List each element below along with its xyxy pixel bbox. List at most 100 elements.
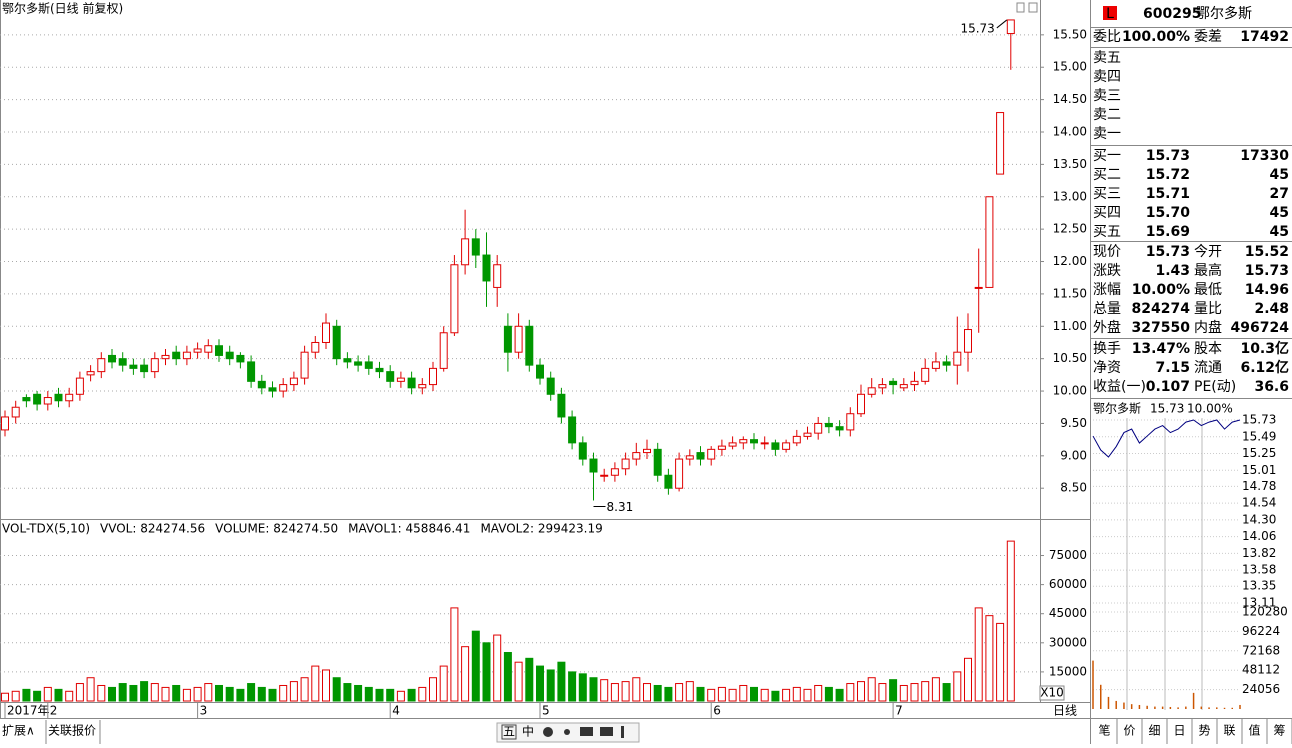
intraday-change: 10.00% — [1187, 402, 1233, 416]
quote-cell: 净资 — [1093, 360, 1121, 376]
quote-cell: 15.52 — [1245, 244, 1289, 260]
candle-body — [867, 387, 876, 395]
volume-bar — [172, 684, 181, 702]
y-tick-label: 60000 — [1049, 577, 1087, 591]
y-tick-label: 30000 — [1049, 635, 1087, 649]
sell-label: 卖二 — [1093, 107, 1121, 123]
y-tick-label: 15.50 — [1053, 27, 1087, 41]
quote-cell: 最低 — [1194, 282, 1222, 298]
buy-label: 买二 — [1093, 167, 1121, 183]
side-tab[interactable]: 势 — [1198, 724, 1210, 738]
max-pointer — [996, 19, 1008, 29]
volume-bar — [610, 683, 619, 702]
volume-legend: VOLUME: 824274.50 — [215, 522, 338, 536]
candle-body — [289, 377, 298, 386]
volume-bar — [867, 677, 876, 702]
volume-bar — [514, 661, 523, 702]
side-tab[interactable]: 筹 — [1273, 724, 1285, 738]
side-tab[interactable]: 价 — [1123, 724, 1135, 738]
side-tab[interactable]: 日 — [1173, 724, 1185, 738]
candle-body — [418, 384, 427, 389]
volume-bar — [311, 665, 320, 702]
side-tab[interactable]: 细 — [1148, 724, 1160, 738]
candle-body — [931, 361, 940, 369]
candle-body — [1006, 19, 1015, 35]
volume-bar — [33, 690, 42, 702]
volume-bar — [985, 615, 994, 702]
quote-cell: 收益(一) — [1093, 379, 1146, 395]
volume-bar — [664, 686, 673, 702]
volume-bar — [653, 684, 662, 702]
quote-cell: PE(动) — [1194, 379, 1236, 395]
candle-body — [653, 448, 662, 476]
tool-button[interactable]: 中 — [522, 724, 534, 739]
y-tick-label: 14.30 — [1242, 512, 1276, 526]
y-tick-label: 72168 — [1242, 643, 1280, 657]
volume-bar — [108, 686, 116, 702]
volume-multiplier: X10 — [1040, 686, 1064, 700]
quote-cell: 换手 — [1093, 340, 1121, 357]
quote-cell: 0.107 — [1146, 379, 1190, 395]
candle-body — [514, 325, 523, 353]
candle-body — [375, 367, 384, 373]
buy-price: 15.71 — [1146, 186, 1190, 202]
y-tick-label: 12.00 — [1053, 254, 1087, 268]
quote-cell: 100.00% — [1122, 29, 1190, 45]
volume-bar — [450, 607, 459, 702]
volume-bar — [364, 686, 373, 702]
candle-body — [332, 325, 341, 360]
footer-tab[interactable]: 扩展∧ — [2, 724, 35, 738]
intraday-price: 15.73 — [1150, 402, 1184, 416]
volume-bar — [54, 688, 63, 702]
candle-body — [942, 361, 951, 366]
side-tab[interactable]: 笔 — [1098, 723, 1110, 738]
buy-label: 买五 — [1093, 224, 1121, 240]
quote-cell: 824274 — [1132, 301, 1191, 317]
volume-bar — [482, 642, 491, 702]
candle-body — [407, 377, 416, 389]
quote-cell: 内盘 — [1194, 319, 1222, 336]
buy-volume: 27 — [1270, 186, 1289, 202]
volume-bar — [225, 686, 234, 702]
candle-body — [985, 196, 994, 288]
volume-bar — [760, 688, 769, 702]
y-tick-label: 14.78 — [1242, 479, 1276, 493]
stock-name: 鄂尔多斯 — [1196, 5, 1252, 22]
chart-title: 鄂尔多斯(日线 前复权) — [2, 1, 123, 16]
candle-body — [257, 380, 266, 389]
volume-bar — [739, 684, 748, 702]
side-tab[interactable]: 联 — [1223, 724, 1235, 738]
footer-tab[interactable]: 关联报价 — [48, 723, 96, 738]
quote-cell: 现价 — [1093, 244, 1121, 260]
buy-label: 买四 — [1093, 205, 1121, 221]
candle-body — [664, 474, 673, 489]
buy-label: 买一 — [1093, 148, 1121, 164]
volume-bar — [343, 683, 352, 702]
candle-body — [471, 238, 480, 256]
buy-volume: 45 — [1270, 167, 1289, 183]
candle-body — [578, 442, 587, 460]
volume-bar — [247, 683, 256, 702]
candle-body — [247, 361, 256, 382]
tool-button[interactable]: 五 — [503, 725, 515, 739]
volume-bar — [493, 634, 502, 702]
side-tab[interactable]: 值 — [1248, 723, 1260, 738]
y-tick-label: 48112 — [1242, 663, 1280, 677]
volume-bar — [557, 661, 566, 702]
y-tick-label: 11.50 — [1053, 286, 1087, 300]
y-tick-label: 14.00 — [1053, 124, 1087, 138]
candle-body — [996, 112, 1005, 175]
candle-body — [889, 380, 898, 386]
candle-body — [632, 452, 641, 460]
candle-body — [493, 264, 502, 288]
y-tick-label: 96224 — [1242, 624, 1280, 638]
candle-body — [11, 406, 20, 418]
volume-bar — [396, 690, 405, 702]
volume-bar — [707, 688, 716, 702]
volume-bar — [728, 688, 737, 702]
volume-bar — [386, 688, 395, 702]
quote-cell: 6.12亿 — [1240, 359, 1289, 376]
volume-bar — [289, 681, 298, 702]
quote-cell: 1.43 — [1155, 263, 1190, 279]
